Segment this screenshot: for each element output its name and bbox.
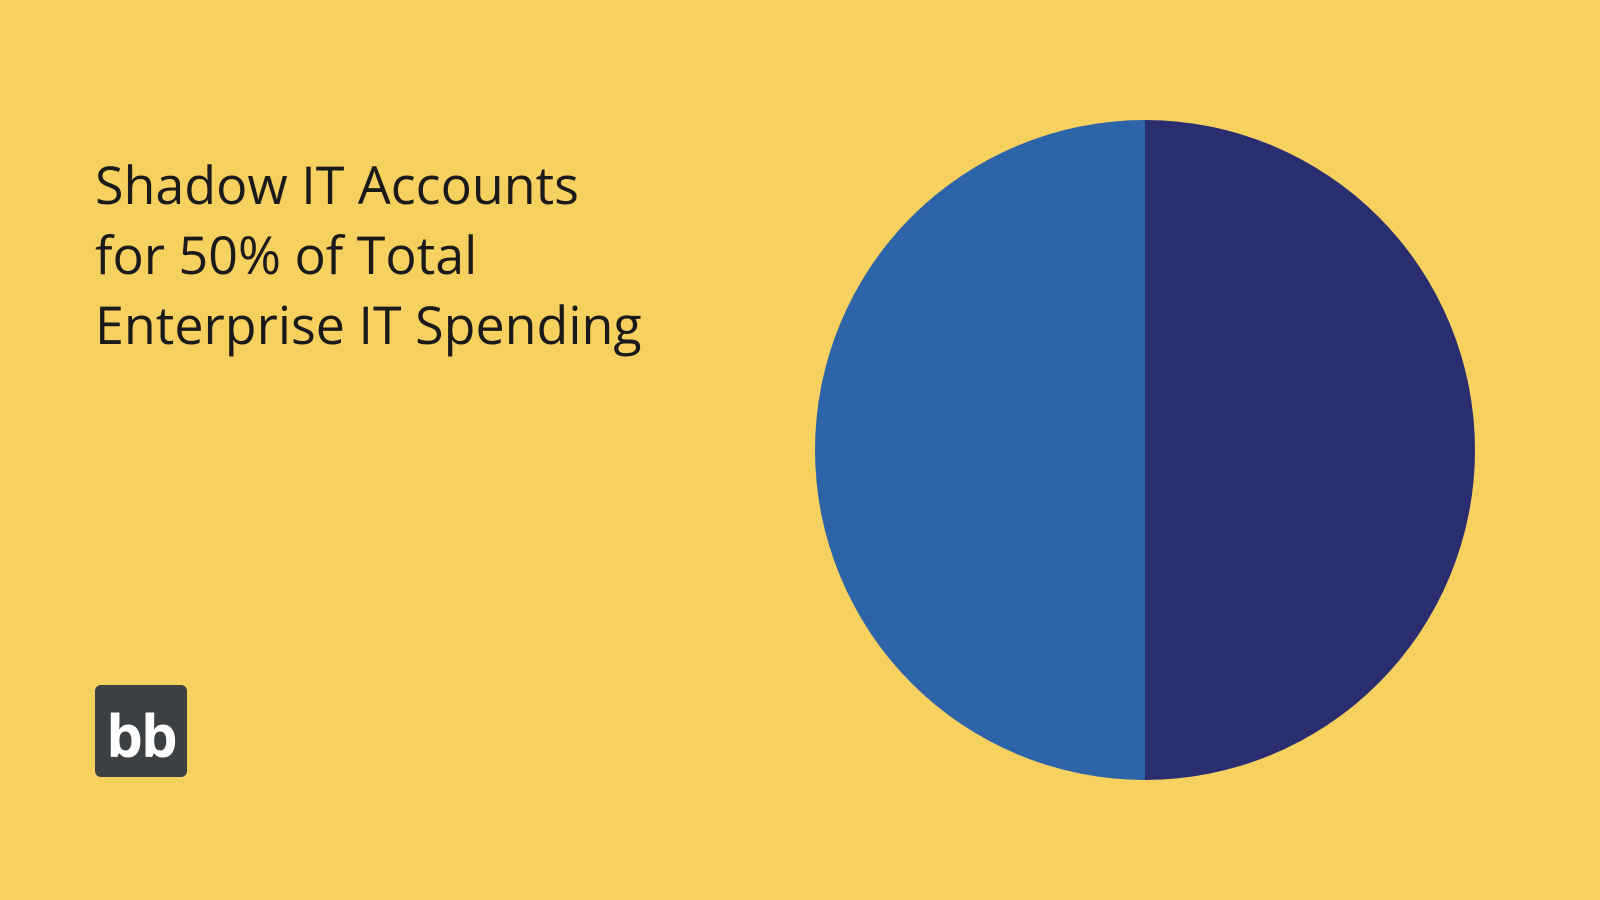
headline-text: Shadow IT Accounts for 50% of Total Ente… xyxy=(95,150,655,361)
pie-chart-disc xyxy=(815,120,1475,780)
brand-logo: bb xyxy=(95,685,187,777)
pie-chart xyxy=(815,120,1475,780)
brand-logo-text: bb xyxy=(106,706,175,764)
infographic-canvas: Shadow IT Accounts for 50% of Total Ente… xyxy=(0,0,1600,900)
